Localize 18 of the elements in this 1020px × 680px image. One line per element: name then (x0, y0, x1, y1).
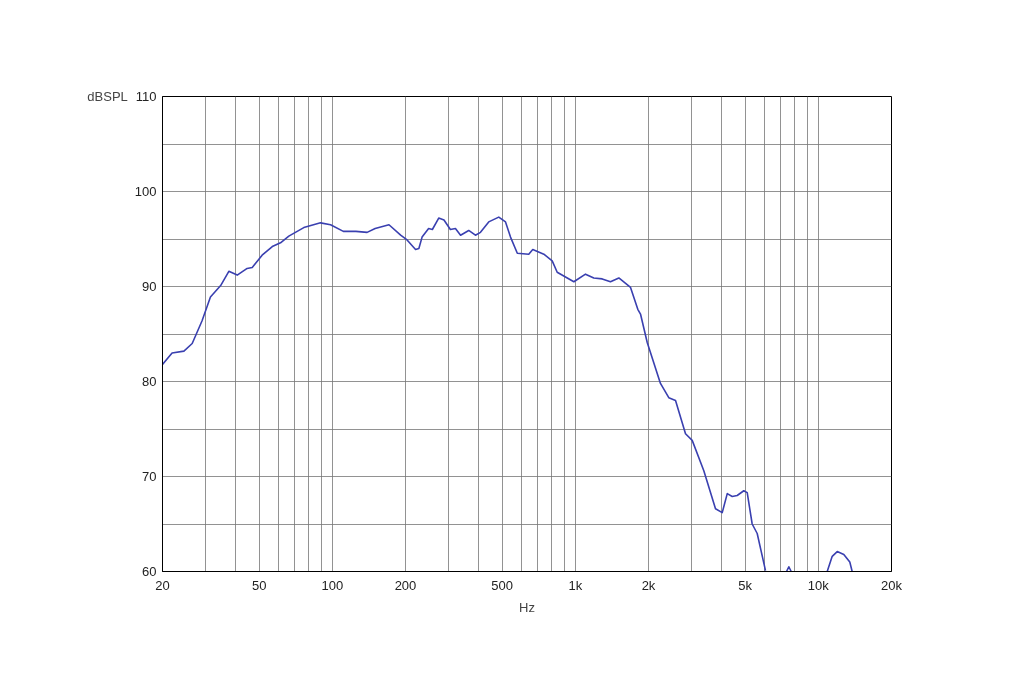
x-tick-label: 20k (881, 577, 903, 593)
x-axis-title: Hz (519, 599, 535, 615)
y-tick-label: 100 (134, 184, 157, 199)
x-tick-label: 50 (251, 577, 267, 593)
y-tick-label: 60 (142, 564, 157, 579)
x-tick-label: 500 (491, 577, 514, 593)
x-tick-label: 200 (394, 577, 417, 593)
y-tick-label: 110 (135, 89, 157, 104)
x-tick-label: 20 (155, 577, 170, 593)
x-tick-label: 1k (568, 577, 583, 593)
x-tick-label: 100 (321, 577, 344, 593)
x-tick-label: 10k (807, 577, 830, 593)
x-tick-label: 5k (738, 577, 753, 593)
y-tick-label: 90 (142, 279, 157, 294)
y-tick-label: 70 (142, 469, 157, 484)
y-axis-title: dBSPL (87, 89, 128, 104)
x-tick-label: 2k (641, 577, 656, 593)
y-tick-label: 80 (142, 374, 157, 389)
